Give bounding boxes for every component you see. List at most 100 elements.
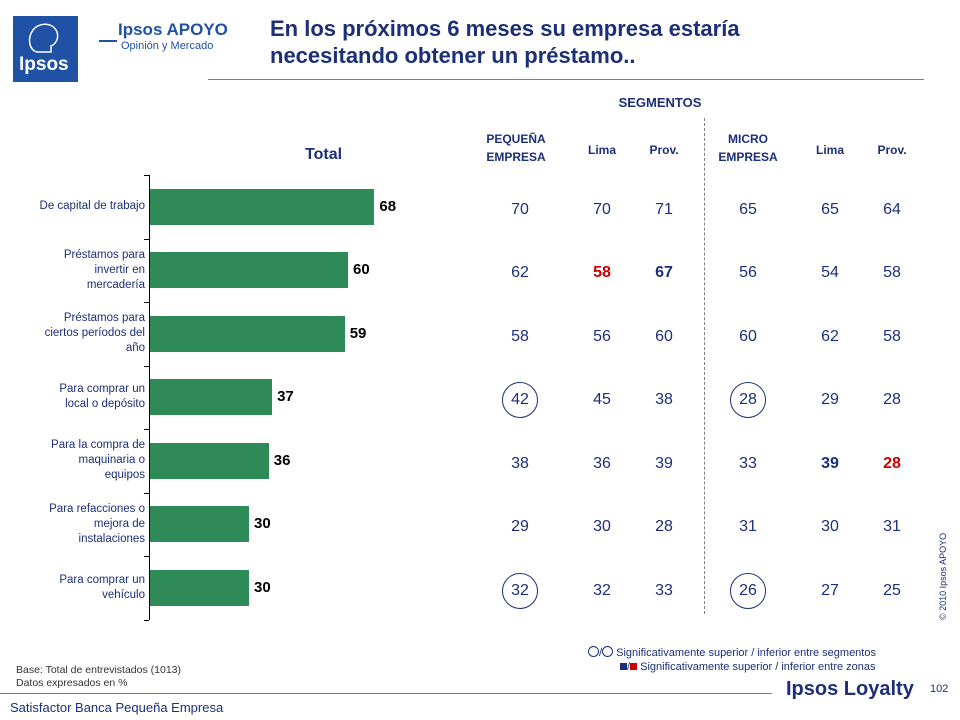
category-label-0: De capital de trabajo xyxy=(39,200,145,213)
significance-circle xyxy=(502,382,538,419)
axis-tick xyxy=(144,365,149,367)
page-number: 102 xyxy=(930,683,949,695)
bar-2 xyxy=(150,315,345,352)
cell-prov1-0: 71 xyxy=(655,200,673,218)
title-divider xyxy=(208,79,924,80)
legend-text-zones: Significativamente superior / inferior e… xyxy=(640,661,876,673)
bar-value-2: 59 xyxy=(349,324,367,342)
cell-prov1-4: 39 xyxy=(655,454,673,472)
bar-value-6: 30 xyxy=(254,578,271,596)
title-line-2: necesitando obtener un préstamo.. xyxy=(270,43,636,68)
cell-lima1-3: 45 xyxy=(593,391,611,409)
cell-prov2-0: 64 xyxy=(883,200,901,218)
cell-prov2-1: 58 xyxy=(883,264,901,282)
col-head-pequena-line1: PEQUEÑA xyxy=(486,132,546,146)
head-silhouette-icon xyxy=(28,23,59,53)
base-note: Base: Total de entrevistados (1013) Dato… xyxy=(16,664,181,690)
col-head-lima-2: Lima xyxy=(815,143,844,157)
bar-value-3: 37 xyxy=(277,388,294,406)
legend-zones: / Significativamente superior / inferior… xyxy=(620,661,876,673)
base-line-2: Datos expresados en % xyxy=(16,677,128,689)
bar-value-5: 30 xyxy=(254,515,271,533)
logo-text: Ipsos xyxy=(19,54,69,75)
copyright: © 2010 Ipsos APOYO xyxy=(938,532,948,620)
category-label-6: Para comprar un vehículo xyxy=(59,573,145,601)
category-label-3: Para comprar un local o depósito xyxy=(59,383,145,411)
col-head-micro-line2: EMPRESA xyxy=(718,150,778,164)
cell-pequena-1: 62 xyxy=(511,264,529,282)
col-head-lima-1: Lima xyxy=(587,143,616,157)
cell-lima2-5: 30 xyxy=(821,518,839,536)
bar-6 xyxy=(150,569,249,606)
cell-prov1-2: 60 xyxy=(655,327,673,345)
axis-tick xyxy=(144,175,149,176)
cell-prov1-5: 28 xyxy=(655,518,673,536)
footer-study-name: Satisfactor Banca Pequeña Empresa xyxy=(10,700,224,715)
category-label-5: Para refacciones o mejora de instalaciones xyxy=(49,502,145,545)
col-head-pequena-line2: EMPRESA xyxy=(486,150,546,164)
title-line-1: En los próximos 6 meses su empresa estar… xyxy=(270,16,740,41)
brand-underline xyxy=(99,40,117,42)
cell-prov1-6: 33 xyxy=(655,581,673,599)
cell-lima1-0: 70 xyxy=(593,200,611,218)
brand-subtitle: Opinión y Mercado xyxy=(121,40,214,52)
category-label-1: Préstamos para invertir en mercadería xyxy=(63,248,145,291)
bar-0 xyxy=(150,188,375,225)
cell-lima1-5: 30 xyxy=(593,518,611,536)
legend-segments: / Significativamente superior / inferior… xyxy=(588,646,876,659)
bar-value-4: 36 xyxy=(273,451,291,469)
brand-name: Ipsos APOYO xyxy=(118,20,228,39)
page-title: En los próximos 6 meses su empresa estar… xyxy=(270,15,910,69)
axis-tick xyxy=(144,302,149,303)
cell-lima2-0: 65 xyxy=(821,200,839,218)
cell-prov2-3: 28 xyxy=(883,391,901,409)
cell-lima2-6: 27 xyxy=(821,581,839,599)
axis-tick xyxy=(144,556,149,557)
col-head-prov-1: Prov. xyxy=(649,143,679,157)
cell-lima2-1: 54 xyxy=(821,264,839,282)
cell-lima2-4: 39 xyxy=(821,454,839,472)
cell-micro-0: 65 xyxy=(739,200,757,218)
axis-tick xyxy=(144,238,149,240)
legend-text-segments: Significativamente superior / inferior e… xyxy=(616,647,876,659)
cell-pequena-2: 58 xyxy=(511,327,529,345)
significance-circle xyxy=(730,572,766,609)
legend-circle-icon xyxy=(588,646,599,657)
bar-1 xyxy=(150,252,348,289)
segments-header: SEGMENTOS xyxy=(618,95,702,110)
col-head-micro: MICRO EMPRESA xyxy=(708,130,788,166)
cell-micro-4: 33 xyxy=(739,454,757,472)
base-line-1: Base: Total de entrevistados (1013) xyxy=(16,664,181,676)
axis-tick xyxy=(144,619,149,621)
chart-axis xyxy=(149,175,150,620)
bar-4 xyxy=(150,442,269,479)
cell-micro-2: 60 xyxy=(739,327,757,345)
ipsos-logo: Ipsos xyxy=(13,16,78,82)
legend-circle-icon xyxy=(602,646,614,657)
cell-lima2-3: 29 xyxy=(821,391,839,409)
legend-red-square-icon xyxy=(630,663,638,670)
cell-pequena-5: 29 xyxy=(511,518,529,536)
significance-circle xyxy=(730,382,766,419)
bar-value-1: 60 xyxy=(353,261,370,279)
legend-sep-2: / xyxy=(627,661,631,673)
legend-blue-square-icon xyxy=(620,663,627,670)
segment-divider xyxy=(704,118,705,614)
category-label-4: Para la compra de maquinaria o equipos xyxy=(51,439,145,482)
bar-5 xyxy=(150,506,249,543)
col-head-pequena: PEQUEÑA EMPRESA xyxy=(476,130,556,166)
cell-lima1-6: 32 xyxy=(593,581,611,599)
axis-tick xyxy=(144,429,149,430)
cell-micro-1: 56 xyxy=(739,264,757,282)
cell-pequena-0: 70 xyxy=(511,200,529,218)
col-head-micro-line1: MICRO xyxy=(728,132,768,146)
category-label-2: Préstamos para ciertos períodos del año xyxy=(44,312,145,355)
cell-prov2-6: 25 xyxy=(883,581,901,599)
cell-prov1-3: 38 xyxy=(655,391,673,409)
cell-pequena-4: 38 xyxy=(511,454,529,472)
bar-3 xyxy=(150,379,273,416)
cell-lima2-2: 62 xyxy=(821,327,839,345)
ipsos-loyalty-logo: Ipsos Loyalty xyxy=(786,678,914,700)
bar-value-0: 68 xyxy=(379,197,397,215)
cell-prov2-5: 31 xyxy=(883,518,901,536)
